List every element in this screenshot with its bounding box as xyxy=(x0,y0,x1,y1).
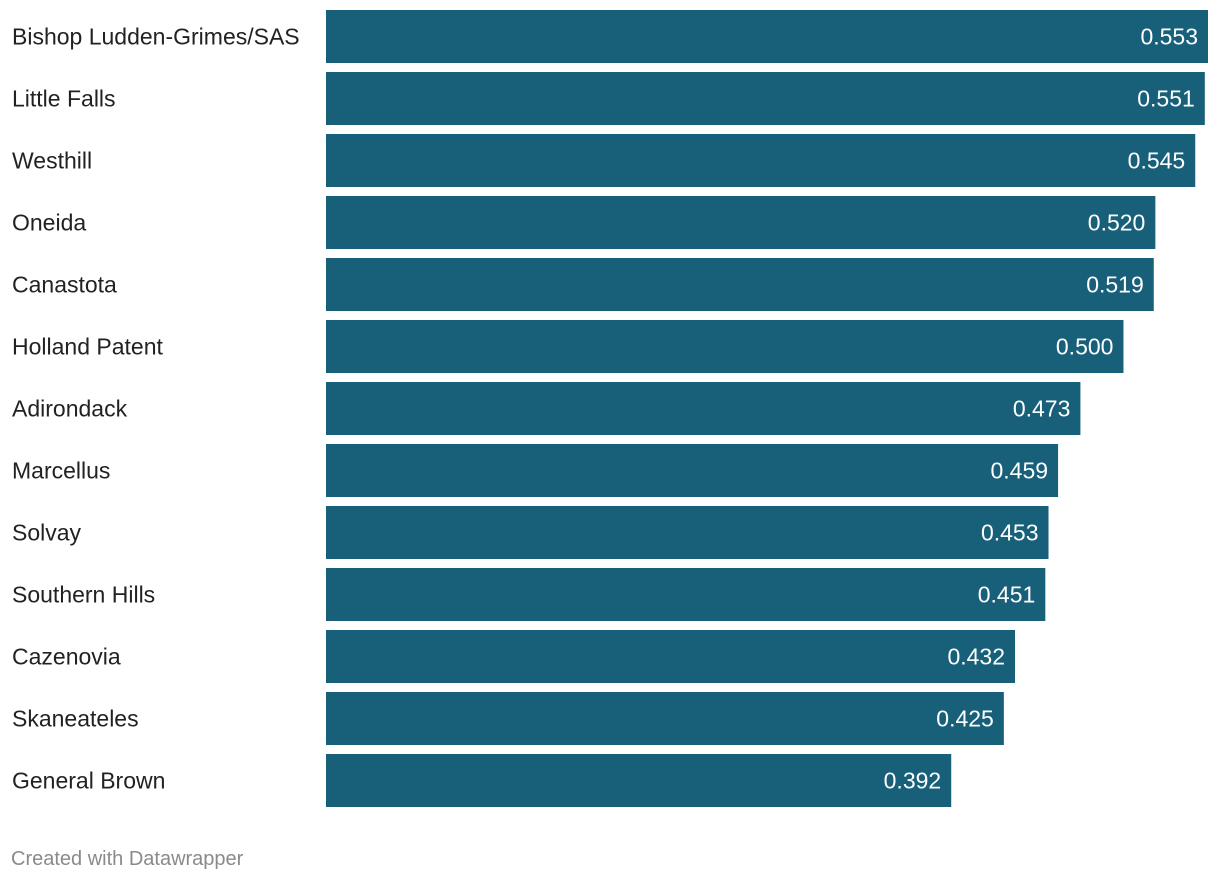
value-label-0: 0.553 xyxy=(1140,24,1198,50)
category-label-0: Bishop Ludden-Grimes/SAS xyxy=(12,24,300,50)
value-label-11: 0.425 xyxy=(936,706,994,732)
bar-8 xyxy=(326,506,1049,559)
category-label-1: Little Falls xyxy=(12,86,116,112)
value-label-4: 0.519 xyxy=(1086,272,1144,298)
bar-2 xyxy=(326,134,1196,187)
category-label-6: Adirondack xyxy=(12,396,128,422)
value-label-8: 0.453 xyxy=(981,520,1039,546)
category-label-12: General Brown xyxy=(12,768,165,794)
bar-6 xyxy=(326,382,1081,435)
category-label-8: Solvay xyxy=(12,520,82,546)
bar-1 xyxy=(326,72,1205,125)
value-label-9: 0.451 xyxy=(978,582,1036,608)
value-label-2: 0.545 xyxy=(1128,148,1186,174)
value-label-5: 0.500 xyxy=(1056,334,1114,360)
category-label-3: Oneida xyxy=(12,210,86,236)
category-label-4: Canastota xyxy=(12,272,117,298)
datawrapper-credit: Created with Datawrapper xyxy=(11,848,244,870)
value-labels-group: 0.553 0.551 0.545 0.520 0.519 0.500 0.473 0.459… xyxy=(884,24,1198,794)
category-label-11: Skaneateles xyxy=(12,706,139,732)
category-label-5: Holland Patent xyxy=(12,334,163,360)
bar-3 xyxy=(326,196,1156,249)
value-label-7: 0.459 xyxy=(991,458,1049,484)
bar-9 xyxy=(326,568,1046,621)
bar-0 xyxy=(326,10,1208,63)
bar-12 xyxy=(326,754,952,807)
category-label-9: Southern Hills xyxy=(12,582,155,608)
value-label-1: 0.551 xyxy=(1137,86,1195,112)
bar-10 xyxy=(326,630,1016,683)
value-label-3: 0.520 xyxy=(1088,210,1146,236)
bar-7 xyxy=(326,444,1059,497)
category-label-2: Westhill xyxy=(12,148,92,174)
category-label-7: Marcellus xyxy=(12,458,110,484)
bar-4 xyxy=(326,258,1154,311)
bar-5 xyxy=(326,320,1124,373)
category-label-10: Cazenovia xyxy=(12,644,121,670)
value-label-10: 0.432 xyxy=(947,644,1005,670)
bar-11 xyxy=(326,692,1004,745)
category-labels-group: Bishop Ludden-Grimes/SAS Little Falls West… xyxy=(12,24,300,794)
value-label-6: 0.473 xyxy=(1013,396,1071,422)
value-label-12: 0.392 xyxy=(884,768,942,794)
bars-group xyxy=(326,10,1208,807)
